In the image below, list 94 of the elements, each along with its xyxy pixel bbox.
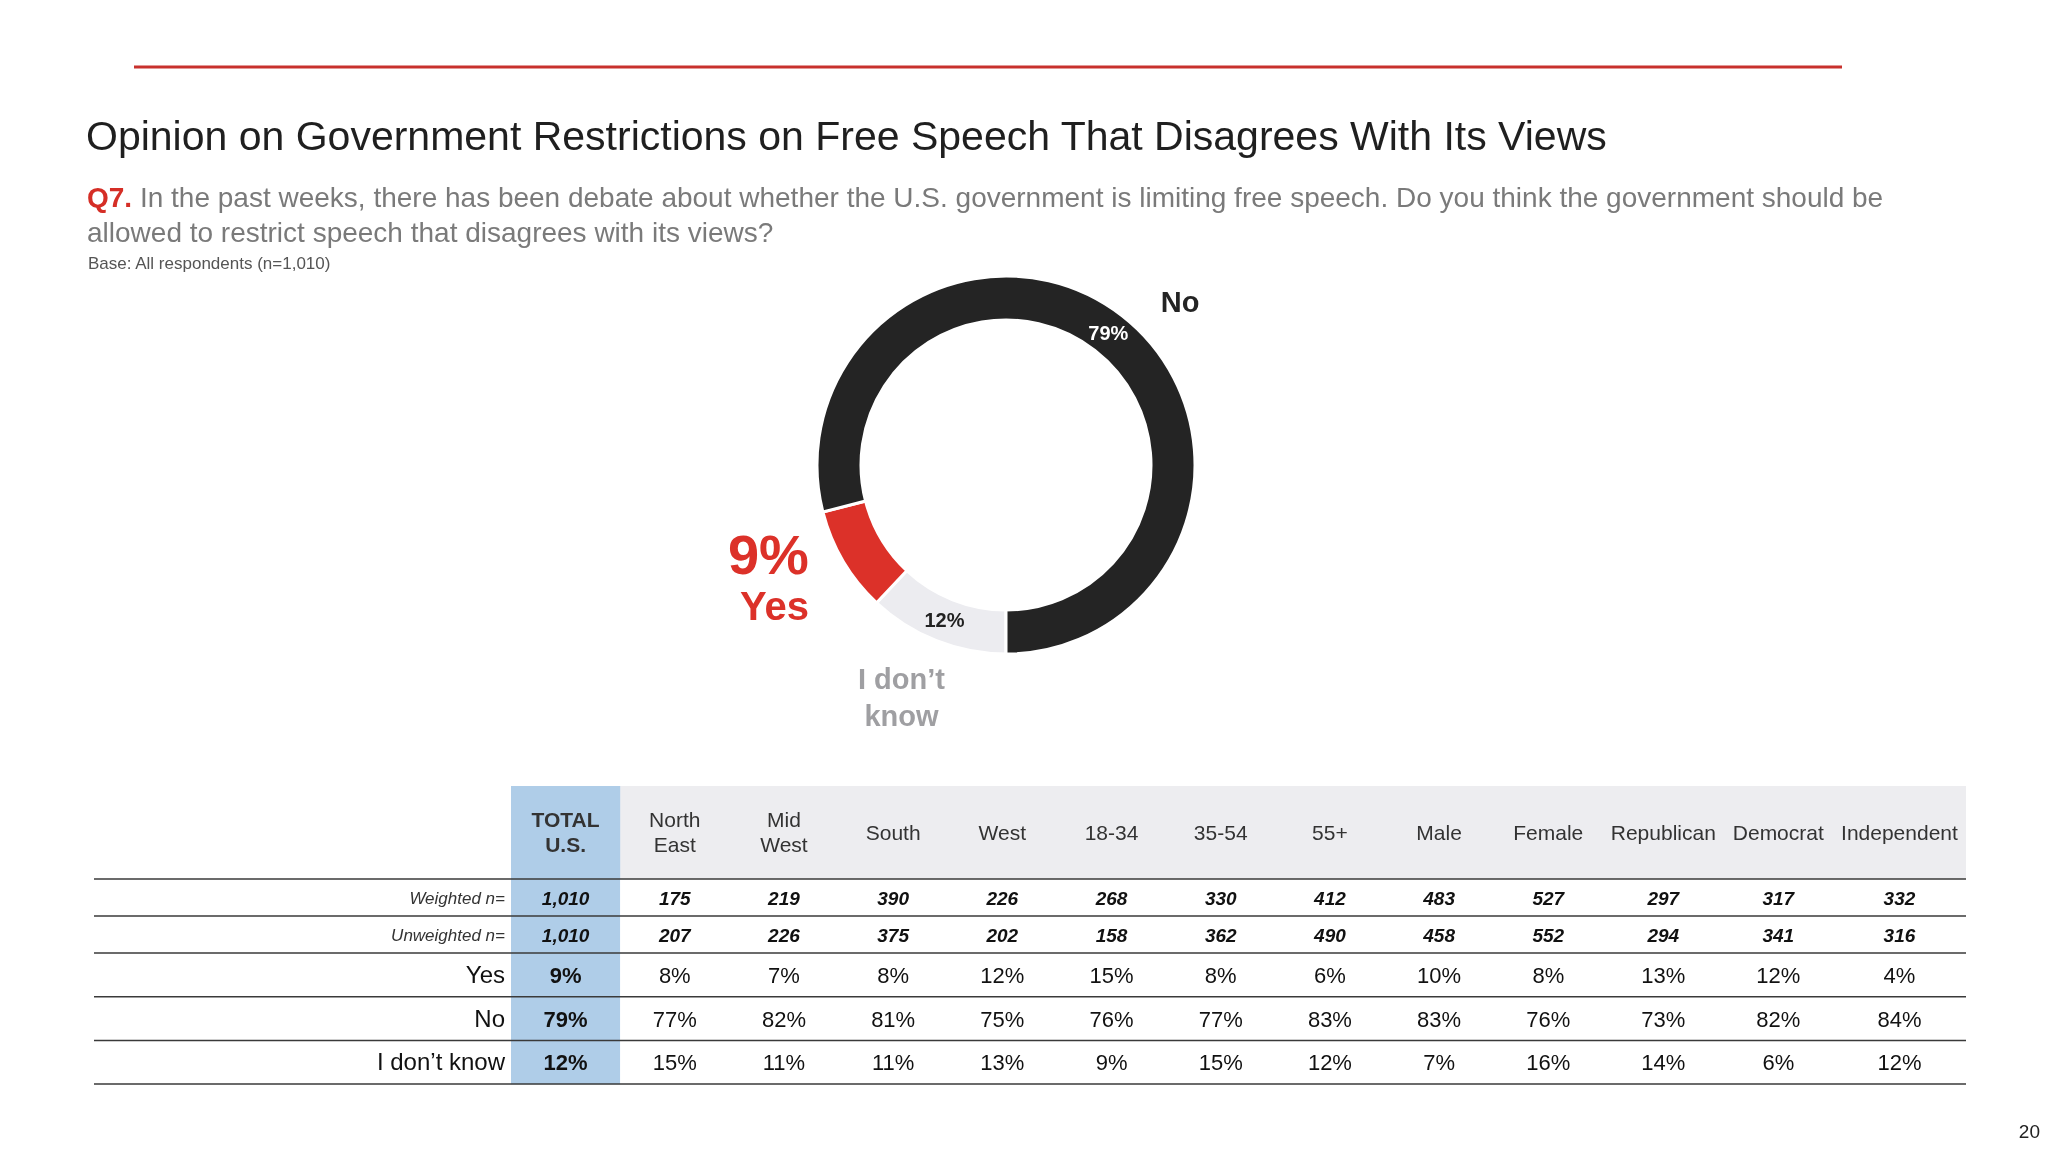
data-label: 297: [1646, 887, 1681, 909]
text: Base: All respondents (n=1,010): [88, 254, 331, 273]
slice-label: No: [1160, 285, 1200, 318]
data-label: 294: [1646, 924, 1680, 946]
data-label: 79%: [543, 1006, 588, 1032]
data-label: 13%: [1641, 962, 1686, 988]
data-label: 1,010: [541, 924, 590, 946]
x-tick-label: Male: [1416, 820, 1462, 844]
data-label: 8%: [877, 962, 910, 988]
data-label: 341: [1762, 924, 1795, 946]
data-label: 226: [767, 924, 801, 946]
data-label: 8%: [658, 962, 691, 988]
x-tick-label: Mid West: [760, 808, 808, 856]
data-label: 77%: [652, 1006, 697, 1032]
data-label: 552: [1532, 924, 1565, 946]
x-tick-label: 35-54: [1193, 820, 1248, 844]
data-label: 83%: [1417, 1006, 1462, 1032]
y-tick-label: Yes: [465, 960, 505, 988]
data-label: 390: [877, 887, 910, 909]
data-label: 79%: [1088, 322, 1129, 345]
data-label: 10%: [1417, 962, 1462, 988]
x-tick-label: West: [978, 820, 1027, 844]
data-label: 14%: [1641, 1050, 1686, 1076]
x-tick-label: Independent: [1841, 820, 1958, 844]
data-label: 15%: [1089, 962, 1134, 988]
data-label: 82%: [1756, 1006, 1801, 1032]
x-tick-label: 18-34: [1084, 820, 1139, 844]
data-label: 13%: [980, 1050, 1025, 1076]
data-label: 7%: [1423, 1050, 1456, 1076]
data-label: 6%: [1762, 1050, 1795, 1076]
x-tick-label: Democrat: [1732, 820, 1824, 844]
data-label: 84%: [1877, 1006, 1922, 1032]
x-tick-label: TOTAL U.S.: [531, 808, 600, 856]
data-label: 81%: [871, 1006, 916, 1032]
data-label: 15%: [1198, 1050, 1243, 1076]
y-tick-label: I don’t know: [376, 1048, 506, 1076]
data-label: 483: [1422, 887, 1456, 909]
data-label: 12%: [1307, 1050, 1352, 1076]
data-label: 12%: [980, 962, 1025, 988]
data-label: 11%: [762, 1050, 806, 1076]
x-tick-label: South: [865, 820, 921, 844]
x-tick-label: North East: [649, 808, 701, 856]
data-label: 12%: [1756, 962, 1801, 988]
data-label: 330: [1204, 887, 1238, 909]
data-label: 316: [1883, 924, 1916, 946]
data-label: 12%: [543, 1050, 588, 1076]
data-label: 82%: [761, 1006, 806, 1032]
data-label: 73%: [1641, 1006, 1686, 1032]
data-label: 12%: [1877, 1050, 1922, 1076]
data-label: 158: [1095, 924, 1128, 946]
chart-title: Opinion on Government Restrictions on Free Speech That Disagrees With Its Views: [86, 113, 1607, 159]
x-tick-label: Republican: [1610, 820, 1716, 844]
data-label: 75%: [980, 1006, 1025, 1032]
data-label: 332: [1883, 887, 1916, 909]
text: 20: [2018, 1121, 2040, 1142]
data-label: 219: [767, 887, 801, 909]
data-label: 9%: [549, 962, 582, 988]
slice-label: Yes: [739, 584, 809, 629]
data-label: 362: [1204, 924, 1238, 946]
data-label: 83%: [1307, 1006, 1352, 1032]
x-tick-label: Female: [1513, 820, 1584, 844]
data-label: 77%: [1198, 1006, 1243, 1032]
donut-slice: [815, 274, 1197, 656]
y-tick-label: Weighted n=: [409, 888, 506, 908]
data-label: 76%: [1089, 1006, 1134, 1032]
data-label: 4%: [1883, 962, 1916, 988]
data-label: 11%: [871, 1050, 915, 1076]
data-label: 458: [1422, 924, 1456, 946]
data-label: 12%: [924, 609, 965, 632]
data-label: 375: [877, 924, 910, 946]
data-label: 6%: [1314, 962, 1346, 988]
chart-subtitle: Q7. In the past weeks, there has been debate about whether the U.S. government is limiting free speech. Do you think the government should be allowed to restrict speech that disagrees with its views?: [87, 182, 1884, 248]
data-label: 1,010: [541, 887, 590, 909]
data-label: 412: [1313, 887, 1347, 909]
data-label: 527: [1532, 887, 1566, 909]
data-label: 202: [985, 924, 1019, 946]
data-label: 226: [985, 887, 1019, 909]
data-label: 7%: [768, 962, 800, 988]
data-label: 9%: [1095, 1050, 1128, 1076]
y-tick-label: No: [474, 1004, 505, 1032]
data-label: 317: [1762, 887, 1796, 909]
slice-label: I don’t know: [857, 663, 946, 733]
data-label: 76%: [1526, 1006, 1571, 1032]
data-label: 9%: [727, 523, 809, 587]
data-label: 16%: [1526, 1050, 1571, 1076]
data-label: 8%: [1204, 962, 1237, 988]
data-label: 207: [657, 924, 693, 946]
data-label: 15%: [652, 1050, 697, 1076]
data-label: 268: [1094, 887, 1128, 909]
data-label: 490: [1313, 924, 1347, 946]
y-tick-label: Unweighted n=: [391, 925, 506, 945]
data-label: 8%: [1532, 962, 1565, 988]
data-label: 175: [658, 887, 692, 909]
x-tick-label: 55+: [1312, 820, 1348, 844]
